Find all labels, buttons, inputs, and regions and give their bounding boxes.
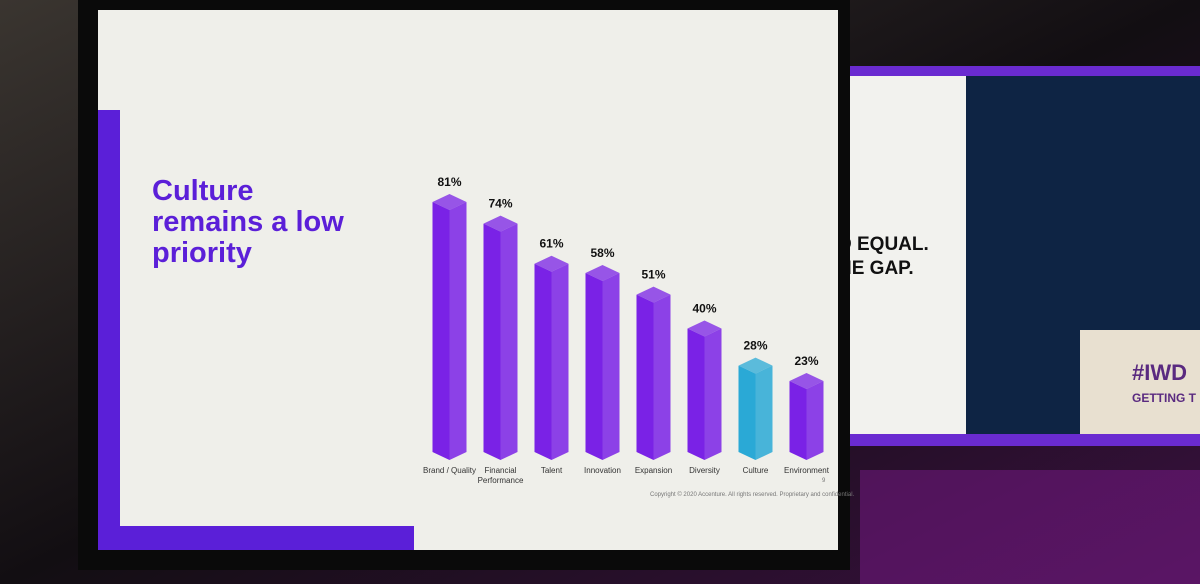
bar-side — [806, 381, 824, 460]
slide-accent — [98, 110, 120, 550]
bar — [687, 328, 705, 460]
side-headline: D EQUAL. — [838, 234, 929, 255]
slide-accent — [98, 526, 414, 550]
bar-side — [704, 328, 722, 460]
x-tick-label: Expansion — [634, 466, 673, 475]
bar — [738, 365, 756, 460]
bar-side — [449, 202, 467, 460]
bar — [483, 223, 501, 460]
value-label: 81% — [437, 175, 461, 189]
value-label: 28% — [743, 339, 767, 353]
podium — [1080, 330, 1200, 434]
podium-text: #IWD — [1132, 360, 1187, 385]
x-tick-label: Culture — [742, 466, 769, 475]
bar — [534, 263, 552, 460]
value-label: 23% — [794, 354, 818, 368]
x-tick-label: Innovation — [584, 466, 621, 475]
slide — [98, 10, 838, 550]
value-label: 51% — [641, 268, 665, 282]
bar-side — [602, 272, 620, 460]
podium-text: GETTING T — [1132, 391, 1197, 405]
x-tick-label: Talent — [540, 466, 563, 475]
bar-side — [500, 223, 518, 460]
bar-side — [653, 294, 671, 460]
bar-side — [755, 365, 773, 460]
x-tick-label: Brand / Quality — [423, 466, 476, 475]
value-label: 61% — [539, 237, 563, 251]
side-screen-slide — [848, 76, 966, 434]
page-number: 9 — [822, 478, 826, 484]
value-label: 40% — [692, 302, 716, 316]
bar — [789, 381, 807, 460]
x-tick-label: Financial Performance — [477, 466, 524, 485]
chart: 81% 74% 61% 58% 51% 40% 28% 23% — [432, 175, 824, 460]
bar — [636, 294, 654, 460]
x-tick-label: Environment — [784, 466, 829, 475]
value-label: 58% — [590, 246, 614, 260]
x-tick-label: Diversity — [689, 466, 720, 475]
side-headline: HE GAP. — [838, 258, 914, 279]
footer: Copyright © 2020 Accenture. All rights r… — [650, 491, 855, 498]
bar — [585, 272, 603, 460]
bar-side — [551, 263, 569, 460]
chart-title: Culture remains a low priority — [152, 175, 344, 269]
stage-light — [860, 470, 1200, 584]
value-label: 74% — [488, 197, 512, 211]
bar — [432, 202, 450, 460]
